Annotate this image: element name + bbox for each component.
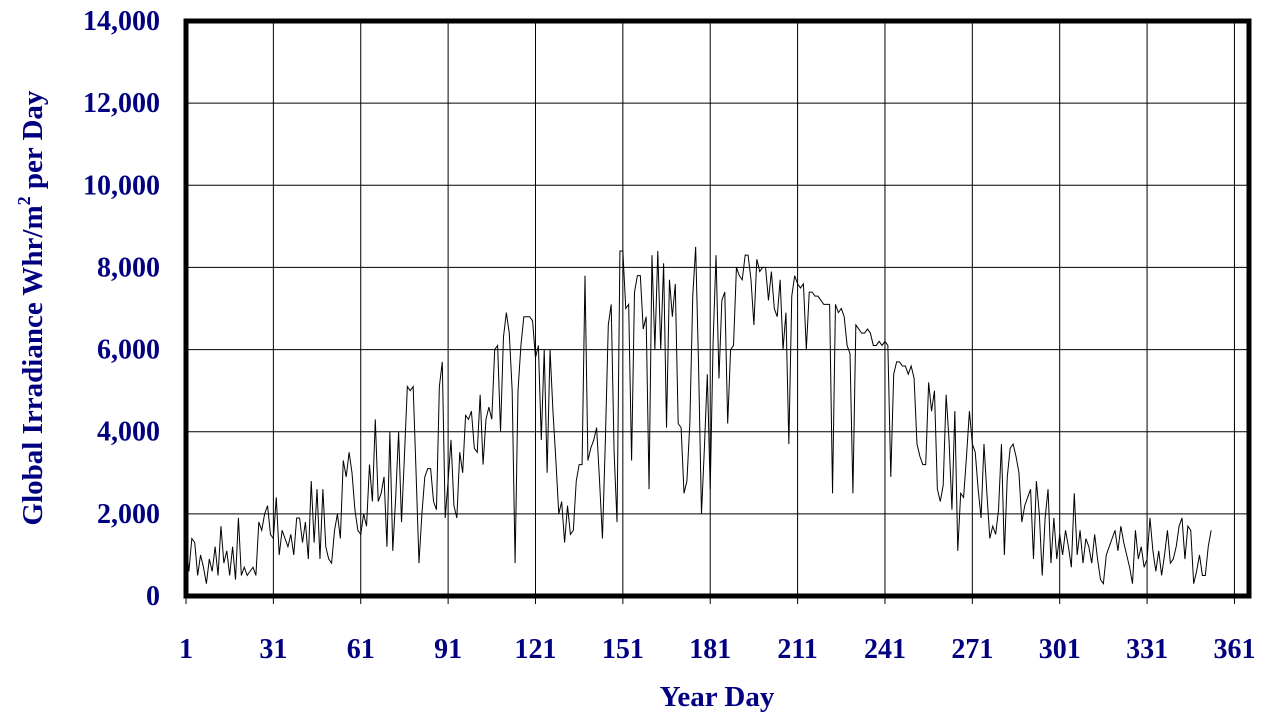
y-tick-label: 12,000 xyxy=(83,88,160,119)
x-tick-label: 181 xyxy=(689,634,731,665)
x-axis-title: Year Day xyxy=(660,681,775,713)
x-tick-label: 31 xyxy=(259,634,287,665)
grid-lines xyxy=(185,20,1249,597)
y-axis-title-sup: 2 xyxy=(14,196,34,205)
x-tick-label: 151 xyxy=(602,634,644,665)
y-tick-label: 2,000 xyxy=(97,499,160,530)
x-tick-label: 211 xyxy=(777,634,817,665)
y-tick-label: 14,000 xyxy=(83,6,160,37)
plot-frame xyxy=(183,18,1252,599)
x-tick-label: 241 xyxy=(864,634,906,665)
y-tick-label: 4,000 xyxy=(97,417,160,448)
y-tick-label: 6,000 xyxy=(97,335,160,366)
x-tick-label: 271 xyxy=(951,634,993,665)
x-tick-label: 331 xyxy=(1126,634,1168,665)
x-tick-labels: 1 31 61 91 121 151 181 211 241 271 301 331 361 xyxy=(179,634,1255,665)
x-tick-label: 121 xyxy=(514,634,556,665)
y-axis-title-main: Global Irradiance Whr/m xyxy=(17,205,49,525)
y-axis-title-tail: per Day xyxy=(17,90,49,196)
y-tick-label: 10,000 xyxy=(83,170,160,201)
x-tick-label: 361 xyxy=(1213,634,1255,665)
x-tick-label: 1 xyxy=(179,634,193,665)
x-tick-label: 91 xyxy=(434,634,462,665)
y-tick-labels: 0 2,000 4,000 6,000 8,000 10,000 12,000 14,000 xyxy=(83,6,160,612)
x-tick-label: 61 xyxy=(347,634,375,665)
x-tick-label: 301 xyxy=(1039,634,1081,665)
y-tick-label: 8,000 xyxy=(97,252,160,283)
y-axis-title: Global Irradiance Whr/m2 per Day xyxy=(14,90,49,525)
y-tick-label: 0 xyxy=(146,581,160,612)
series-line xyxy=(185,246,1212,586)
